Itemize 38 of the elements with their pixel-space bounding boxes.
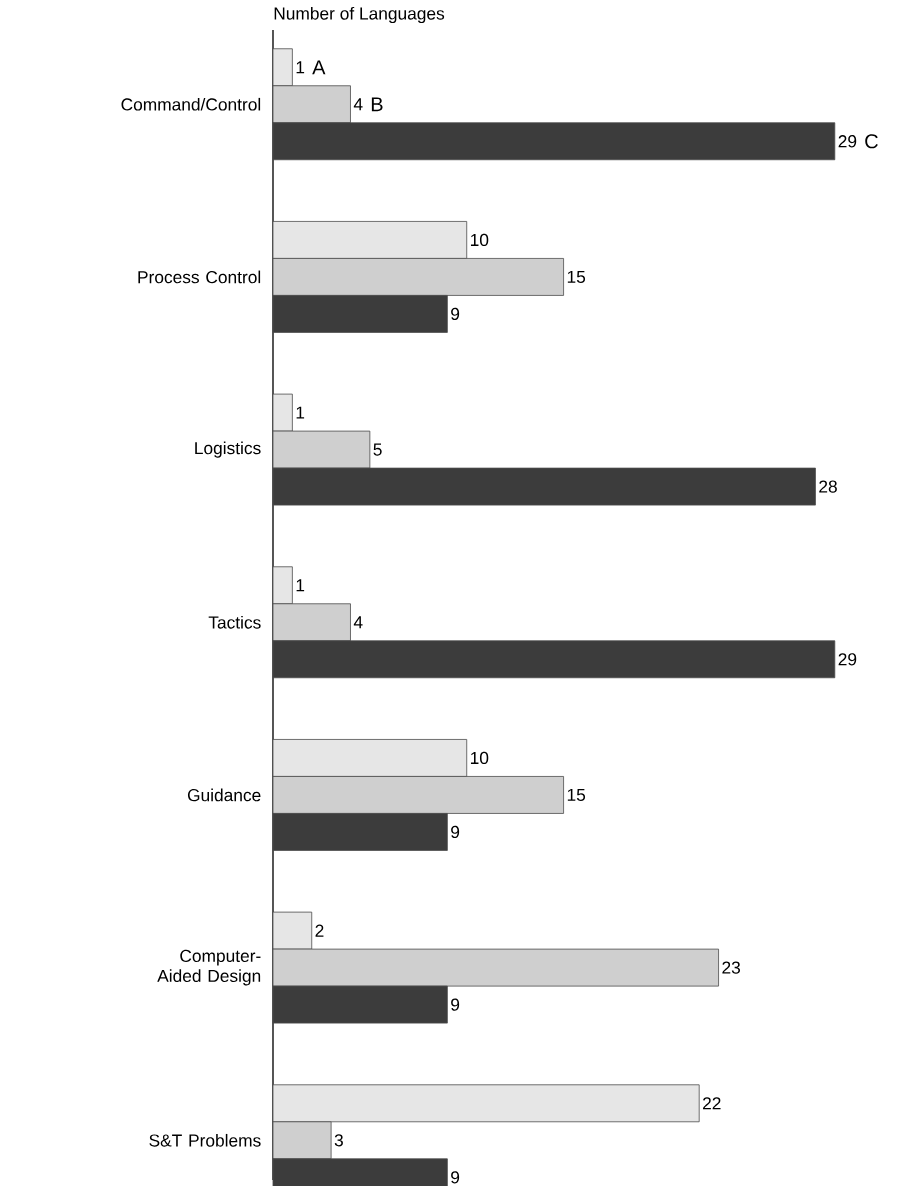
bar xyxy=(272,122,836,161)
data-label: 29 xyxy=(838,653,857,666)
data-label: 3 xyxy=(334,1134,343,1147)
data-label: 15 xyxy=(567,270,586,283)
data-label: 2 xyxy=(315,924,324,937)
data-label: 10 xyxy=(470,751,489,765)
data-label: 5 xyxy=(373,443,382,456)
data-label: 1 xyxy=(296,579,305,592)
y-tick-label: Guidance xyxy=(187,788,261,802)
y-tick-label: Logistics xyxy=(195,441,261,458)
y-tick-label: Tactics xyxy=(208,615,261,629)
data-label: 9 xyxy=(451,1171,460,1184)
data-label: 1 xyxy=(296,61,305,74)
y-tick-label: Process Control xyxy=(138,270,261,284)
data-label: 9 xyxy=(451,825,460,839)
data-label: 9 xyxy=(451,307,460,321)
series-label: C xyxy=(865,134,878,149)
data-label: 22 xyxy=(703,1097,721,1110)
series-label: A xyxy=(312,60,326,75)
chart-title: Number of Languages xyxy=(274,6,445,24)
series-label: B xyxy=(371,97,383,112)
data-label: 28 xyxy=(819,480,837,493)
bar xyxy=(272,640,836,679)
y-tick-label: S&T Problems xyxy=(149,1133,261,1147)
bar xyxy=(272,467,816,506)
data-label: 29 xyxy=(838,135,857,148)
data-label: 23 xyxy=(722,961,741,974)
data-label: 9 xyxy=(451,998,460,1011)
bar xyxy=(272,295,448,333)
data-label: 1 xyxy=(296,406,305,419)
data-label: 4 xyxy=(353,616,363,629)
bar xyxy=(272,985,448,1024)
data-label: 15 xyxy=(567,788,586,801)
data-label: 4 xyxy=(353,98,363,111)
y-tick-label: Command/Control xyxy=(121,97,261,111)
bar xyxy=(272,813,448,851)
y-tick-label: Computer-Aided Design xyxy=(157,949,261,986)
data-label: 10 xyxy=(470,233,489,247)
